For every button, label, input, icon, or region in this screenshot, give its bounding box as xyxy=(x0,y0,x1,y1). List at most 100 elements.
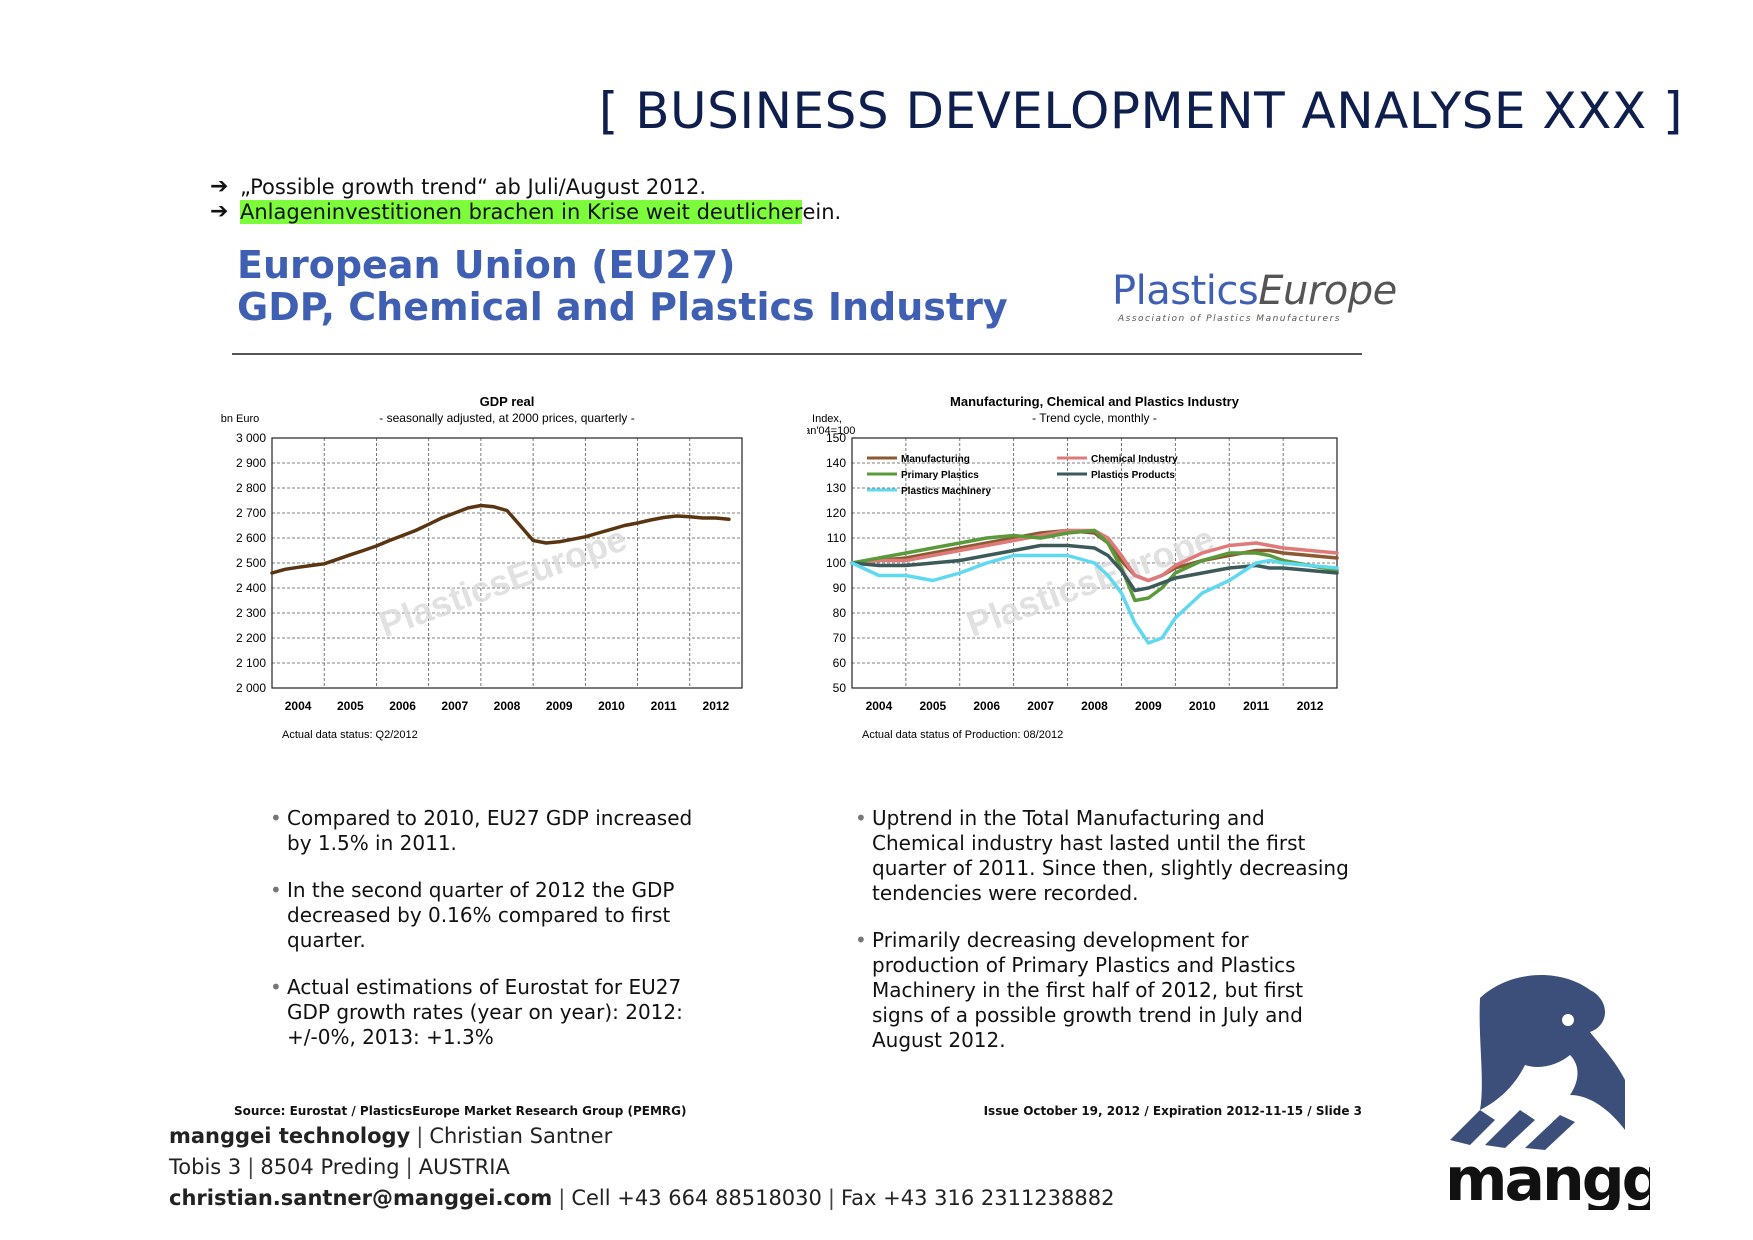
legend-label: Chemical Industry xyxy=(1091,454,1178,465)
left-point-2: • In the second quarter of 2012 the GDP d… xyxy=(270,878,675,952)
chart-subtitle: - seasonally adjusted, at 2000 prices, q… xyxy=(379,411,634,425)
y-tick-label: 140 xyxy=(826,456,846,470)
x-tick-label: 2006 xyxy=(389,699,416,713)
x-tick-label: 2012 xyxy=(1297,699,1324,713)
y-tick-label: 3 000 xyxy=(236,431,266,445)
left-point-1: • Compared to 2010, EU27 GDP increased by… xyxy=(270,806,693,855)
footer-line-1: manggei technology | Christian Santner xyxy=(169,1124,613,1148)
x-tick-label: 2006 xyxy=(973,699,1000,713)
bullet-2-highlight: Anlageninvestitionen brachen in Krise we… xyxy=(240,199,803,224)
right-point-1: • Uptrend in the Total Manufacturing and … xyxy=(855,806,1349,905)
x-tick-label: 2005 xyxy=(919,699,946,713)
logo-main: Plastics xyxy=(1112,268,1259,314)
manggei-logo: manggei xyxy=(1440,970,1720,1215)
x-tick-label: 2007 xyxy=(1027,699,1054,713)
y-tick-label: 2 400 xyxy=(236,581,266,595)
x-tick-label: 2011 xyxy=(1243,699,1269,713)
y-tick-label: 2 500 xyxy=(236,556,266,570)
x-tick-label: 2004 xyxy=(285,699,312,713)
logo-sub: Association of Plastics Manufacturers xyxy=(1118,314,1341,324)
y-tick-label: 50 xyxy=(833,681,847,695)
x-tick-label: 2005 xyxy=(337,699,364,713)
y-tick-label: 60 xyxy=(833,656,847,670)
data-status-note: Actual data status of Production: 08/201… xyxy=(862,729,1063,741)
y-tick-label: 2 700 xyxy=(236,506,266,520)
series-line-4 xyxy=(850,553,1339,645)
plot-frame xyxy=(271,437,743,689)
arrow-right-icon: ➔ xyxy=(210,174,229,199)
x-tick-label: 2012 xyxy=(703,699,730,713)
x-tick-label: 2009 xyxy=(1135,699,1162,713)
legend-label: Primary Plastics xyxy=(901,470,979,481)
company-name: manggei technology xyxy=(169,1124,411,1148)
left-point-3: • Actual estimations of Eurostat for EU27… xyxy=(270,975,683,1049)
x-tick-label: 2004 xyxy=(866,699,893,713)
y-tick-label: 2 600 xyxy=(236,531,266,545)
data-status-note: Actual data status: Q2/2012 xyxy=(282,729,418,741)
beaver-icon: manggei xyxy=(1445,975,1720,1215)
x-tick-label: 2007 xyxy=(441,699,468,713)
series-line-0 xyxy=(850,528,1339,583)
y-tick-label: 90 xyxy=(833,581,847,595)
embedded-slide: European Union (EU27) GDP, Chemical and … xyxy=(221,236,1398,1136)
y-tick-label: 130 xyxy=(826,481,846,495)
left-points: • Compared to 2010, EU27 GDP increased by… xyxy=(270,806,717,1050)
y-tick-label: 2 300 xyxy=(236,606,266,620)
chart-subtitle: - Trend cycle, monthly - xyxy=(1032,411,1157,425)
y-tick-label: 2 000 xyxy=(236,681,266,695)
gdp-chart: GDP real - seasonally adjusted, at 2000 p… xyxy=(221,394,743,741)
arrow-right-icon: ➔ xyxy=(210,199,229,224)
cell-number: Cell +43 664 88518030 xyxy=(571,1186,822,1210)
y-axis-label: bn Euro xyxy=(221,413,260,425)
country: AUSTRIA xyxy=(418,1155,510,1179)
series-line-0 xyxy=(270,503,731,575)
email-link[interactable]: christian.santner@manggei.com xyxy=(169,1186,553,1210)
y-tick-label: 2 900 xyxy=(236,456,266,470)
y-tick-label: 70 xyxy=(833,631,847,645)
street: Tobis 3 xyxy=(169,1155,242,1179)
bullet-2: ➔ Anlageninvestitionen brachen in Krise … xyxy=(210,199,841,224)
y-tick-label: 2 100 xyxy=(236,656,266,670)
y-tick-label: 120 xyxy=(826,506,846,520)
watermark: PlasticsEurope xyxy=(374,518,632,645)
y-axis-label: Index, xyxy=(812,413,842,425)
y-tick-label: 110 xyxy=(827,531,846,545)
legend-label: Plastics Machinery xyxy=(901,486,991,497)
logo-wordmark: manggei xyxy=(1445,1145,1650,1210)
x-tick-label: 2008 xyxy=(1081,699,1108,713)
x-tick-label: 2009 xyxy=(546,699,573,713)
y-tick-label: 2 200 xyxy=(236,631,266,645)
chart-title: GDP real xyxy=(480,394,535,409)
person-name: Christian Santner xyxy=(429,1124,613,1148)
right-points: • Uptrend in the Total Manufacturing and … xyxy=(855,806,1352,1053)
legend-label: Manufacturing xyxy=(901,454,970,465)
divider xyxy=(232,353,1362,355)
industry-chart: Manufacturing, Chemical and Plastics Ind… xyxy=(807,394,1339,741)
y-axis-label: Jan'04=100 xyxy=(807,425,855,437)
y-tick-label: 150 xyxy=(826,431,846,445)
source-note: Source: Eurostat / PlasticsEurope Market… xyxy=(234,1104,687,1118)
bullet-1: ➔ „Possible growth trend“ ab Juli/August… xyxy=(210,174,706,199)
series-line-1 xyxy=(850,528,1339,583)
x-tick-label: 2008 xyxy=(494,699,521,713)
issue-note: Issue October 19, 2012 / Expiration 2012… xyxy=(983,1104,1362,1118)
city: 8504 Preding xyxy=(260,1155,400,1179)
footer-line-3: christian.santner@manggei.com | Cell +43 6… xyxy=(169,1186,1115,1210)
footer-line-2: Tobis 3 | 8504 Preding | AUSTRIA xyxy=(169,1155,510,1179)
bullet-2-rest: ein. xyxy=(802,199,842,224)
slide-title-line2: GDP, Chemical and Plastics Industry xyxy=(237,285,1008,329)
y-tick-label: 80 xyxy=(833,606,847,620)
fax-number: Fax +43 316 2311238882 xyxy=(840,1186,1115,1210)
right-point-2: • Primarily decreasing development for pr… xyxy=(855,928,1304,1052)
bullet-1-text: „Possible growth trend“ ab Juli/August 2… xyxy=(240,174,707,199)
chart-title: Manufacturing, Chemical and Plastics Ind… xyxy=(950,394,1240,409)
x-tick-label: 2010 xyxy=(598,699,625,713)
x-tick-label: 2011 xyxy=(651,699,677,713)
series-line-3 xyxy=(850,543,1339,593)
plasticseurope-logo: PlasticsEurope Association of Plastics M… xyxy=(1112,268,1397,324)
legend-label: Plastics Products xyxy=(1091,470,1175,481)
y-tick-label: 100 xyxy=(826,556,846,570)
x-tick-label: 2010 xyxy=(1189,699,1216,713)
y-tick-label: 2 800 xyxy=(236,481,266,495)
slide-title-line1: European Union (EU27) xyxy=(237,243,736,287)
